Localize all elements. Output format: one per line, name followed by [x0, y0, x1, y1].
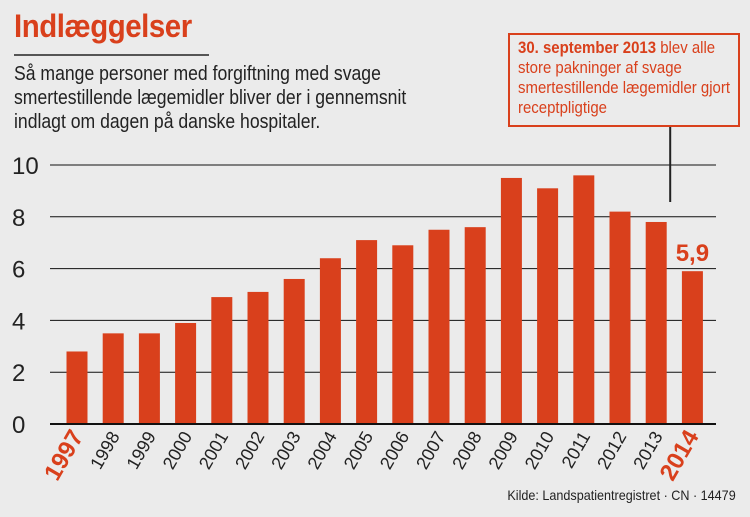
- y-tick-label: 8: [12, 205, 25, 232]
- x-tick-label: 2010: [521, 428, 558, 473]
- bar-2014: [681, 271, 703, 424]
- bar-2011: [573, 175, 595, 424]
- bar-1998: [102, 333, 124, 424]
- bar-2009: [500, 177, 522, 424]
- x-tick-label: 1997: [39, 426, 89, 486]
- y-tick-label: 0: [12, 412, 25, 439]
- chart-subtitle: Så mange personer med forgiftning med sv…: [14, 63, 407, 133]
- bar-2005: [356, 240, 378, 424]
- y-tick-label: 4: [12, 308, 25, 335]
- x-tick-label: 2014: [655, 425, 705, 485]
- x-tick-label: 2009: [485, 428, 522, 473]
- x-tick-label: 2006: [376, 428, 413, 473]
- bar-2001: [211, 297, 233, 424]
- x-tick-label: 2012: [593, 428, 630, 473]
- x-tick-label: 2007: [412, 428, 449, 473]
- x-tick-label: 2003: [267, 428, 304, 473]
- x-tick-label: 2001: [195, 428, 232, 473]
- x-tick-label: 2008: [448, 428, 485, 473]
- bar-2006: [392, 245, 414, 424]
- y-tick-label: 2: [12, 360, 25, 387]
- bar-2002: [247, 291, 269, 424]
- chart-title: Indlæggelser: [14, 8, 192, 44]
- x-tick-label: 1999: [123, 428, 160, 473]
- bar-1999: [138, 333, 160, 424]
- x-tick-label: 2000: [159, 428, 196, 473]
- bar-2008: [464, 227, 486, 424]
- bar-2010: [537, 188, 559, 424]
- data-label-2014: 5,9: [676, 240, 709, 267]
- x-tick-label: 2002: [231, 428, 268, 473]
- bar-1997: [66, 351, 88, 424]
- x-tick-label: 2004: [304, 428, 341, 473]
- annotation-box: 30. september 2013 blev alle store pakni…: [508, 33, 740, 127]
- bar-2003: [283, 278, 305, 424]
- annotation-date: 30. september 2013: [518, 38, 657, 57]
- y-tick-label: 6: [12, 257, 25, 284]
- title-underline: [14, 54, 209, 56]
- x-tick-label: 1998: [86, 428, 123, 473]
- bar-2007: [428, 229, 450, 424]
- bar-2004: [319, 258, 341, 424]
- source-note: Kilde: Landspatientregistret · CN · 1447…: [507, 487, 736, 503]
- annotation-text: blev alle store pakninger af svage smert…: [518, 38, 731, 117]
- bar-2000: [175, 322, 197, 424]
- bar-2013: [645, 221, 667, 424]
- x-tick-label: 2005: [340, 428, 377, 473]
- x-tick-label: 2011: [558, 428, 595, 472]
- bar-2012: [609, 211, 631, 424]
- y-tick-label: 10: [12, 153, 39, 180]
